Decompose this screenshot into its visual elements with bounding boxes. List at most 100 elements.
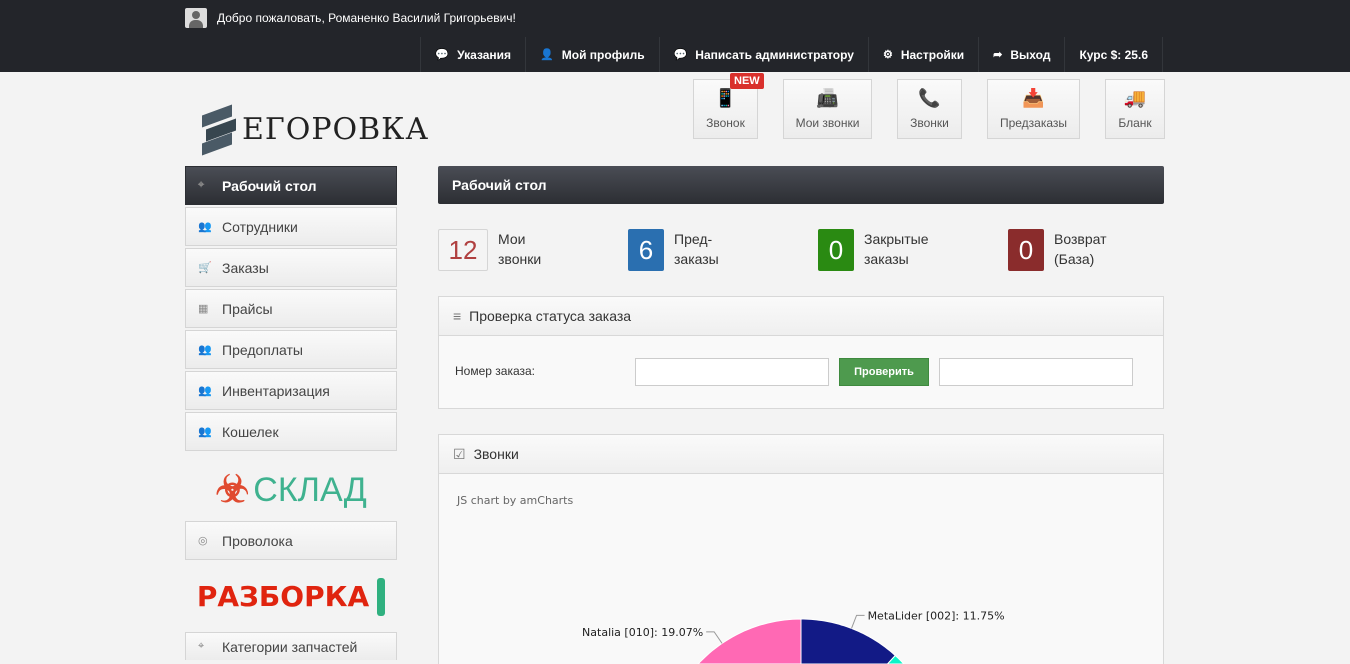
nav-label: Написать администратору — [695, 47, 854, 62]
welcome-text: Добро пожаловать, Романенко Василий Григ… — [217, 11, 516, 25]
calls-pie-chart: MetaLider [002]: 11.75% Natalia [010]: 19… — [582, 609, 1005, 664]
stat-value: 0 — [818, 229, 854, 271]
stat-closed-orders[interactable]: 0 Закрытые заказы — [818, 229, 934, 271]
stat-my-calls[interactable]: 12 Мои звонки — [438, 229, 568, 271]
stat-label: Закрытые — [864, 231, 929, 247]
sidebar-item-label: Проволока — [222, 532, 293, 549]
pie-label-natalia: Natalia [010]: 19.07% — [582, 626, 703, 639]
stat-value: 12 — [438, 229, 488, 271]
user-avatar-icon — [185, 8, 207, 28]
stat-value: 0 — [1008, 229, 1044, 271]
quick-label: Мои звонки — [795, 116, 860, 130]
panel-title: Проверка статуса заказа — [469, 308, 632, 324]
sidebar-item-prepayments[interactable]: 👥 Предоплаты — [185, 330, 397, 369]
logo-mark — [200, 104, 236, 156]
pie-label-metalider: MetaLider [002]: 11.75% — [868, 609, 1005, 622]
edit-icon: ☑ — [453, 446, 466, 462]
quick-label: Звонок — [706, 116, 745, 130]
order-number-label: Номер заказа: — [455, 364, 536, 378]
sidebar-item-inventory[interactable]: 👥 Инвентаризация — [185, 371, 397, 410]
comments-icon: 💬 — [673, 49, 688, 61]
quick-label: Бланк — [1118, 116, 1152, 130]
nav-logout[interactable]: ➦ Выход — [978, 37, 1064, 72]
quick-label: Звонки — [910, 116, 949, 130]
stat-preorders[interactable]: 6 Пред-заказы — [628, 229, 744, 271]
razborka-text: РАЗБОРКА — [196, 580, 370, 613]
nav-write-admin[interactable]: 💬 Написать администратору — [658, 37, 868, 72]
my-calls-button[interactable]: 📠 Мои звонки — [783, 79, 872, 139]
status-result-field[interactable] — [939, 358, 1133, 386]
amcharts-credit-link[interactable]: JS chart by amCharts — [457, 494, 574, 507]
order-number-input[interactable] — [635, 358, 829, 386]
calls-panel: ☑ Звонки JS chart by amCharts MetaLider [… — [438, 434, 1164, 664]
cart-icon: 🛒 — [198, 262, 212, 274]
sidebar-item-orders[interactable]: 🛒 Заказы — [185, 248, 397, 287]
pie-slice-natalia[interactable] — [697, 618, 802, 664]
preorders-button[interactable]: 📥 Предзаказы — [987, 79, 1080, 139]
sidebar-item-wallet[interactable]: 👥 Кошелек — [185, 412, 397, 451]
fax-icon: 📠 — [816, 88, 839, 108]
stat-value: 6 — [628, 229, 664, 271]
check-button[interactable]: Проверить — [839, 358, 929, 386]
top-nav: 💬 Указания 👤 Мой профиль 💬 Написать админис… — [420, 37, 1163, 72]
users-icon: 👥 — [198, 221, 212, 233]
sidebar-item-label: Сотрудники — [222, 218, 298, 235]
pie-label-line — [706, 631, 723, 644]
sidebar-item-label: Прайсы — [222, 300, 273, 317]
gear-icon: ⚙ — [882, 49, 893, 61]
nav-profile[interactable]: 👤 Мой профиль — [525, 37, 659, 72]
sidebar-item-wire[interactable]: ◎ Проволока — [185, 521, 397, 560]
sidebar-item-label: Кошелек — [222, 423, 279, 440]
logo[interactable]: ЕГОРОВКА — [200, 104, 429, 156]
stat-label: Пред- — [674, 231, 713, 247]
page-title: Рабочий стол — [438, 166, 1164, 204]
users-icon: 👥 — [198, 385, 212, 397]
spark-plug-icon — [377, 578, 386, 616]
stat-label: заказы — [864, 251, 909, 267]
share-icon: ➦ — [993, 49, 1003, 61]
exchange-rate: Курс $: 25.6 — [1064, 37, 1163, 72]
blank-button[interactable]: 🚚 Бланк — [1105, 79, 1165, 139]
dashboard-icon: ⌖ — [198, 179, 205, 191]
sidebar-item-dashboard[interactable]: ⌖ Рабочий стол — [185, 166, 397, 205]
biohazard-icon: ☣ — [215, 469, 250, 511]
sidebar: ⌖ Рабочий стол 👥 Сотрудники 🛒 Заказы ▦ Прайс… — [185, 166, 397, 660]
sidebar-item-employees[interactable]: 👥 Сотрудники — [185, 207, 397, 246]
sklad-logo[interactable]: ☣ СКЛАД — [185, 459, 397, 521]
sidebar-item-part-categories[interactable]: ⌖ Категории запчастей — [185, 632, 397, 660]
top-bar: Добро пожаловать, Романенко Василий Григ… — [0, 0, 1350, 72]
sidebar-item-label: Рабочий стол — [222, 177, 317, 194]
stat-returns[interactable]: 0 Возврат (База) — [1008, 229, 1124, 271]
new-badge: NEW — [730, 73, 764, 89]
dashboard-icon: ⌖ — [198, 640, 205, 652]
calls-button[interactable]: 📞 Звонки — [897, 79, 962, 139]
order-status-panel: ≡ Проверка статуса заказа Номер заказа: П… — [438, 296, 1164, 409]
quick-call-button[interactable]: NEW 📱 Звонок — [693, 73, 764, 139]
wire-icon: ◎ — [198, 535, 208, 547]
pie-slice-metalider[interactable] — [800, 618, 896, 664]
list-icon: ≡ — [453, 308, 462, 324]
pie-label-line — [851, 614, 865, 629]
stat-label: Возврат — [1054, 231, 1107, 247]
sidebar-item-label: Предоплаты — [222, 341, 303, 358]
sklad-text: СКЛАД — [253, 471, 367, 509]
inbox-icon: 📥 — [1022, 88, 1045, 108]
phone-icon: 📞 — [918, 88, 941, 108]
stat-label: звонки — [498, 251, 542, 267]
nav-label: Мой профиль — [561, 47, 645, 62]
razborka-logo[interactable]: РАЗБОРКА — [185, 562, 397, 632]
sidebar-item-label: Инвентаризация — [222, 382, 330, 399]
nav-label: Настройки — [900, 47, 965, 62]
nav-instructions[interactable]: 💬 Указания — [420, 37, 525, 72]
users-icon: 👥 — [198, 426, 212, 438]
stat-label: (База) — [1054, 251, 1095, 267]
stat-label: заказы — [674, 251, 719, 267]
mobile-phone-icon: 📱 — [714, 88, 737, 108]
sidebar-item-prices[interactable]: ▦ Прайсы — [185, 289, 397, 328]
panel-title: Звонки — [473, 446, 519, 462]
rate-text: Курс $: 25.6 — [1079, 47, 1148, 62]
nav-label: Выход — [1010, 47, 1051, 62]
truck-icon: 🚚 — [1123, 88, 1147, 108]
nav-settings[interactable]: ⚙ Настройки — [867, 37, 978, 72]
user-icon: 👤 — [540, 49, 554, 61]
